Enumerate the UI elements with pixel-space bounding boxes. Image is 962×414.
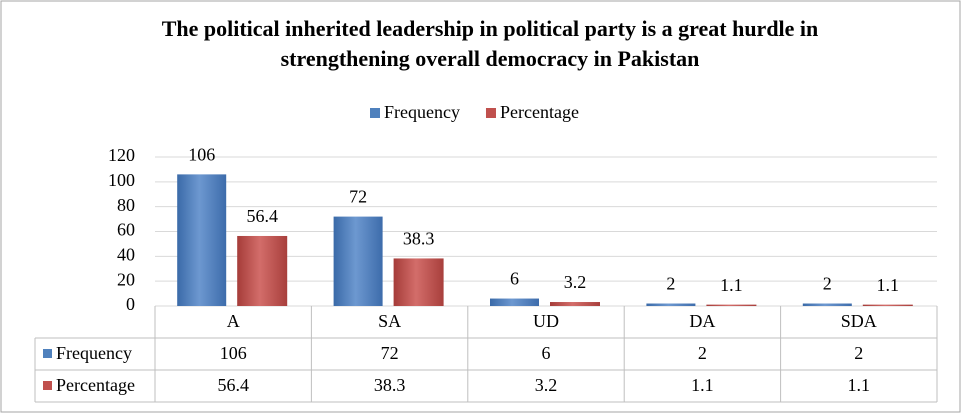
table-cell: 72 — [381, 343, 399, 363]
y-tick-label: 40 — [117, 244, 135, 264]
y-tick-label: 80 — [117, 195, 135, 215]
data-label: 3.2 — [564, 272, 587, 292]
x-tick-label: UD — [533, 311, 559, 331]
table-legend-key — [43, 349, 52, 358]
x-tick-label: SDA — [841, 311, 877, 331]
data-label: 106 — [188, 145, 215, 165]
table-cell: 3.2 — [535, 375, 558, 395]
table-cell: 1.1 — [848, 375, 871, 395]
y-tick-label: 100 — [108, 170, 135, 190]
table-cell: 106 — [220, 343, 247, 363]
table-legend-key — [43, 381, 52, 390]
bar — [862, 304, 913, 306]
table-cell: 6 — [542, 343, 551, 363]
bar — [550, 302, 600, 306]
y-tick-label: 60 — [117, 220, 135, 240]
table-cell: 1.1 — [691, 375, 714, 395]
data-label: 1.1 — [720, 275, 743, 295]
table-cell: 2 — [854, 343, 863, 363]
y-tick-label: 20 — [117, 269, 135, 289]
bar — [237, 235, 288, 306]
legend-label: Percentage — [500, 102, 579, 122]
y-tick-label: 0 — [126, 294, 135, 314]
bar — [802, 303, 852, 306]
data-label: 1.1 — [877, 275, 900, 295]
data-label: 2 — [823, 274, 832, 294]
table-cell: 2 — [698, 343, 707, 363]
x-tick-label: DA — [689, 311, 715, 331]
bar — [646, 303, 696, 306]
table-cell: 56.4 — [217, 375, 249, 395]
table-row-label: Percentage — [56, 375, 135, 395]
legend-key — [370, 108, 380, 118]
legend-label: Frequency — [384, 102, 460, 122]
bar — [393, 258, 444, 306]
bar — [706, 304, 757, 306]
x-tick-label: SA — [378, 311, 401, 331]
bar — [490, 298, 539, 306]
y-tick-label: 120 — [108, 145, 135, 165]
table-row-label: Frequency — [56, 343, 132, 363]
bar — [177, 174, 227, 306]
data-label: 56.4 — [246, 206, 278, 226]
bar — [333, 216, 383, 306]
data-label: 6 — [510, 269, 519, 289]
table-cell: 38.3 — [374, 375, 406, 395]
chart-title: The political inherited leadership in po… — [161, 16, 819, 71]
data-label: 2 — [666, 274, 675, 294]
data-label: 38.3 — [403, 229, 435, 249]
x-tick-label: A — [227, 311, 240, 331]
data-label: 72 — [349, 187, 367, 207]
legend-key — [485, 108, 496, 118]
